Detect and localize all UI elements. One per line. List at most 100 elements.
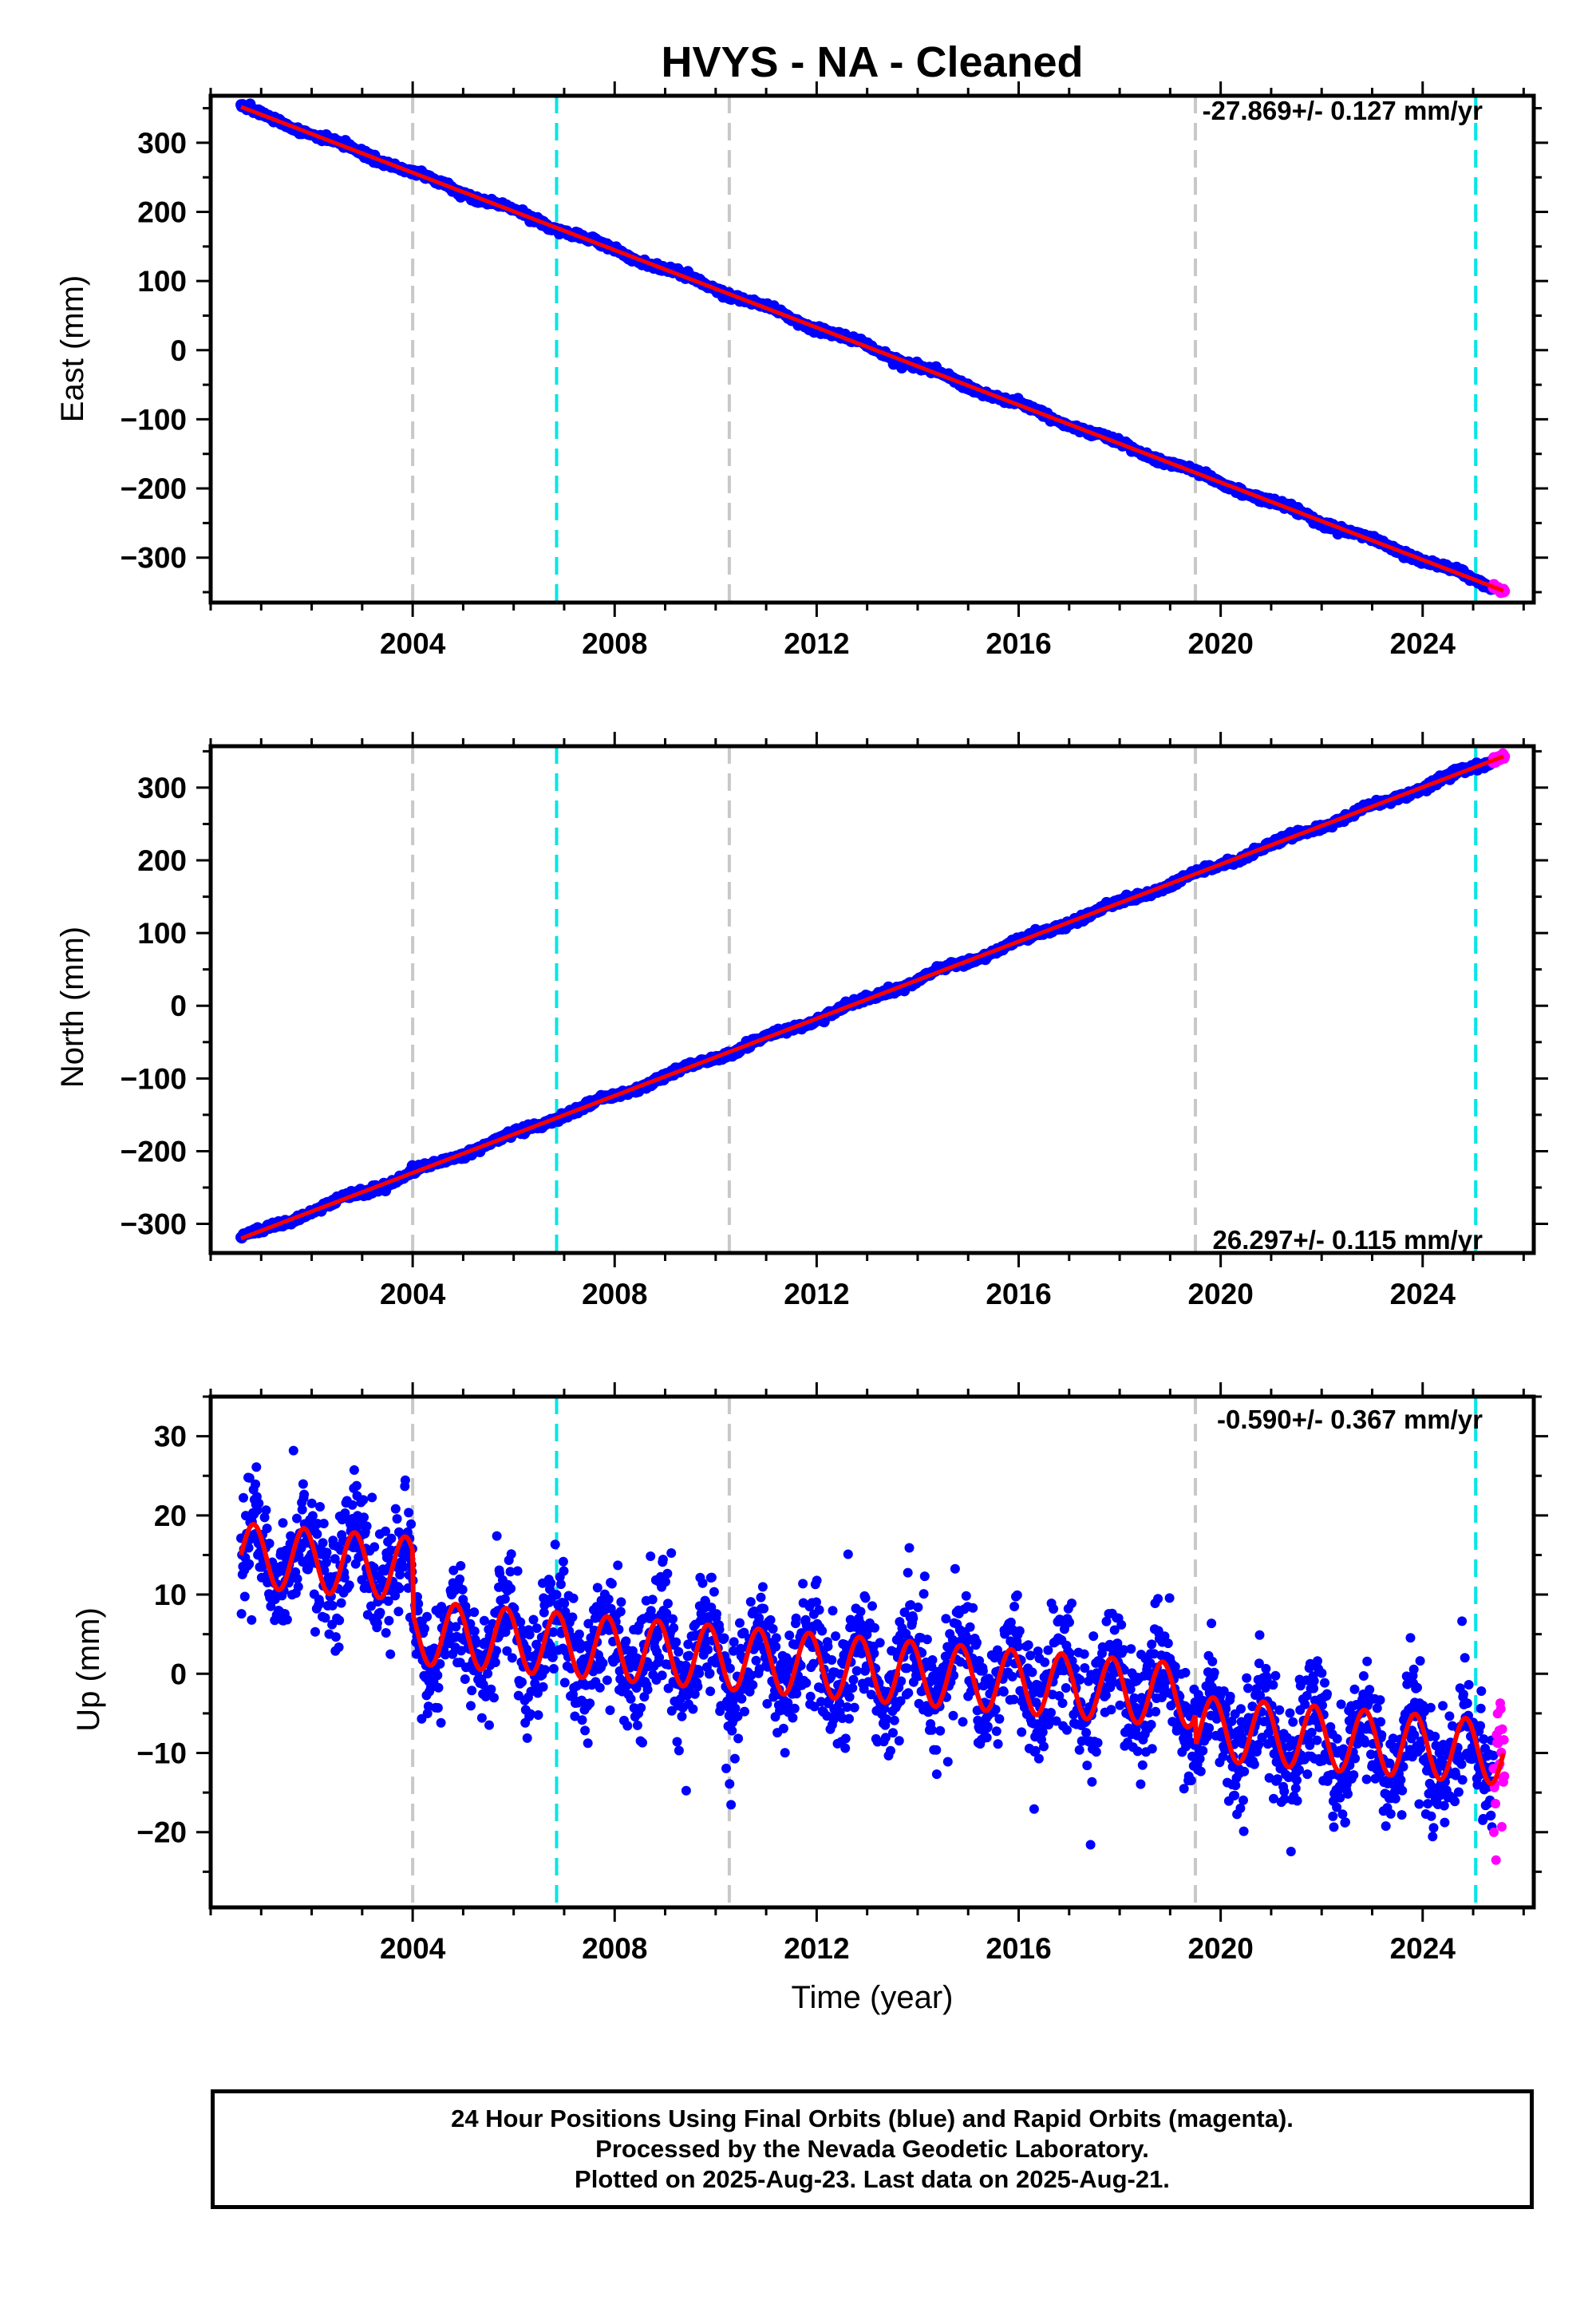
final-orbit-point [949, 1670, 959, 1681]
final-orbit-point [765, 1614, 776, 1625]
final-orbit-point [413, 1599, 424, 1609]
final-orbit-point [1029, 1804, 1039, 1814]
up-panel: Up (mm) Time (year) 2004 2008 2012 2016 2020… [71, 1382, 1548, 2015]
x-tick-label: 2024 [1390, 627, 1456, 660]
final-orbit-point [682, 1690, 693, 1701]
final-orbit-point [603, 1594, 614, 1604]
final-orbit-point [636, 1702, 646, 1713]
final-orbit-point [896, 1676, 907, 1686]
final-orbit-point [602, 1675, 612, 1686]
final-orbit-point [812, 1575, 822, 1586]
final-orbit-point [735, 1618, 745, 1628]
final-orbit-point [709, 1587, 719, 1597]
final-orbit-point [476, 1713, 487, 1723]
final-orbit-point [902, 1663, 912, 1674]
final-orbit-point [791, 1613, 801, 1623]
final-orbit-point [244, 1559, 255, 1569]
final-orbit-point [730, 1703, 741, 1713]
final-orbit-point [972, 1638, 982, 1648]
final-orbit-point [512, 1566, 523, 1576]
final-orbit-point [381, 1628, 391, 1638]
final-orbit-point [500, 1594, 510, 1604]
x-tick-label: 2020 [1187, 1278, 1253, 1310]
final-orbit-point [558, 1556, 568, 1567]
final-orbit-point [725, 1663, 735, 1674]
final-orbit-point [502, 1646, 512, 1656]
final-orbit-point [935, 1725, 946, 1736]
final-orbit-point [404, 1508, 414, 1518]
final-orbit-point [243, 1543, 254, 1553]
north-model-line [240, 754, 1504, 1241]
final-orbit-point [689, 1689, 700, 1699]
final-orbit-point [615, 1607, 626, 1617]
final-orbit-point [440, 1650, 450, 1660]
final-orbit-point [903, 1688, 914, 1698]
final-orbit-point [721, 1763, 731, 1773]
final-orbit-point [733, 1711, 743, 1721]
final-orbit-point [516, 1617, 526, 1627]
final-orbit-point [1009, 1602, 1020, 1611]
final-orbit-point [251, 1479, 261, 1489]
final-orbit-point [239, 1492, 248, 1503]
final-orbit-point [693, 1682, 703, 1692]
final-orbit-point [492, 1531, 502, 1541]
final-orbit-point [598, 1658, 608, 1668]
final-orbit-point [827, 1655, 837, 1665]
final-orbit-point [460, 1674, 470, 1684]
final-orbit-point [525, 1709, 535, 1719]
x-tick-label: 2004 [380, 627, 446, 660]
final-orbit-point [889, 1715, 899, 1725]
up-y-axis-label: Up (mm) [71, 1607, 106, 1732]
east-model-line [240, 105, 1504, 593]
final-orbit-point [669, 1622, 679, 1633]
final-orbit-point [681, 1785, 691, 1796]
final-orbit-point [567, 1612, 578, 1622]
final-orbit-point [894, 1736, 904, 1746]
final-orbit-point [697, 1578, 708, 1588]
final-orbit-point [403, 1583, 413, 1593]
final-orbit-point [961, 1591, 971, 1601]
final-orbit-point [805, 1691, 816, 1701]
y-tick-label: −200 [120, 1135, 187, 1168]
final-orbit-point [1046, 1708, 1056, 1717]
final-orbit-point [745, 1597, 756, 1607]
final-orbit-point [1013, 1642, 1023, 1651]
final-orbit-point [842, 1702, 852, 1712]
final-orbit-point [479, 1615, 489, 1626]
final-orbit-point [982, 1733, 992, 1743]
final-orbit-point [661, 1577, 670, 1587]
y-tick-label: 100 [137, 265, 187, 298]
final-orbit-point [729, 1646, 739, 1656]
final-orbit-point [1061, 1683, 1071, 1693]
final-orbit-point [998, 1686, 1009, 1697]
final-orbit-point [658, 1555, 668, 1565]
y-tick-label: 300 [137, 127, 187, 160]
y-tick-label: −100 [120, 1062, 187, 1095]
y-tick-label: 100 [137, 917, 187, 950]
final-orbit-point [784, 1630, 795, 1641]
final-orbit-point [616, 1597, 626, 1607]
final-orbit-point [433, 1703, 443, 1713]
final-orbit-point [749, 1606, 760, 1616]
final-orbit-point [548, 1664, 559, 1674]
final-orbit-point [259, 1512, 270, 1523]
final-orbit-point [671, 1637, 681, 1647]
final-orbit-point [393, 1607, 404, 1617]
final-orbit-point [674, 1646, 684, 1657]
final-orbit-point [1027, 1667, 1037, 1678]
final-orbit-point [855, 1607, 866, 1617]
final-orbit-point [251, 1462, 262, 1472]
final-orbit-point [684, 1650, 694, 1661]
final-orbit-point [254, 1498, 264, 1508]
final-orbit-point [662, 1608, 672, 1618]
final-orbit-point [831, 1631, 841, 1642]
final-orbit-point [390, 1504, 401, 1514]
final-orbit-point [904, 1543, 915, 1553]
north-panel: North (mm) 2004 2008 2012 2016 2020 2024−300−… [55, 732, 1548, 1310]
final-orbit-point [390, 1591, 401, 1601]
final-orbit-point [394, 1583, 405, 1594]
final-orbit-point [531, 1623, 542, 1634]
x-tick-label: 2020 [1187, 627, 1253, 660]
y-tick-label: 300 [137, 772, 187, 804]
